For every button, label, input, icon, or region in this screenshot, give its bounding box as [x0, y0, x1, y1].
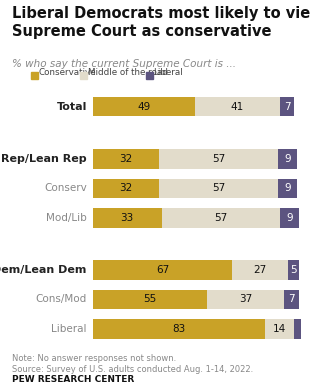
Bar — [195, 97, 280, 116]
Text: Dem/Lean Dem: Dem/Lean Dem — [0, 265, 87, 275]
Text: Total: Total — [56, 101, 87, 111]
Text: 37: 37 — [239, 295, 252, 304]
Text: 32: 32 — [120, 183, 133, 193]
Bar — [278, 178, 297, 198]
Bar — [280, 97, 294, 116]
Bar — [93, 290, 207, 309]
Bar — [207, 290, 284, 309]
Bar — [265, 319, 294, 339]
Text: Conservative: Conservative — [39, 68, 96, 77]
Text: 33: 33 — [121, 213, 134, 223]
Bar — [232, 260, 288, 280]
Bar — [159, 178, 278, 198]
Text: 5: 5 — [290, 265, 297, 275]
Text: 9: 9 — [284, 183, 290, 193]
Text: 9: 9 — [286, 213, 293, 223]
Bar — [93, 178, 159, 198]
Bar — [280, 208, 299, 228]
Text: Mod/Lib: Mod/Lib — [46, 213, 87, 223]
Text: 83: 83 — [173, 324, 186, 334]
Text: 9: 9 — [284, 154, 290, 164]
Text: Middle of the road: Middle of the road — [88, 68, 168, 77]
Text: Liberal: Liberal — [153, 68, 183, 77]
Text: 41: 41 — [231, 101, 244, 111]
Bar — [93, 208, 162, 228]
Text: Note: No answer responses not shown.
Source: Survey of U.S. adults conducted Aug: Note: No answer responses not shown. Sou… — [12, 354, 254, 374]
Text: 7: 7 — [288, 295, 295, 304]
Text: 57: 57 — [212, 154, 225, 164]
Text: Rep/Lean Rep: Rep/Lean Rep — [1, 154, 87, 164]
Bar — [159, 149, 278, 169]
Bar — [294, 319, 301, 339]
Bar — [162, 208, 280, 228]
Text: 57: 57 — [212, 183, 225, 193]
Bar — [93, 149, 159, 169]
Text: Liberal: Liberal — [51, 324, 87, 334]
Text: 67: 67 — [156, 265, 169, 275]
Text: 27: 27 — [254, 265, 267, 275]
Text: Liberal Democrats most likely to view
Supreme Court as conservative: Liberal Democrats most likely to view Su… — [12, 6, 310, 39]
Text: 57: 57 — [214, 213, 227, 223]
Bar — [93, 260, 232, 280]
Bar — [93, 97, 195, 116]
Text: PEW RESEARCH CENTER: PEW RESEARCH CENTER — [12, 375, 135, 383]
Bar — [93, 319, 265, 339]
Text: 14: 14 — [273, 324, 286, 334]
Text: 7: 7 — [284, 101, 290, 111]
Text: Cons/Mod: Cons/Mod — [36, 295, 87, 304]
Bar — [278, 149, 297, 169]
Text: 49: 49 — [137, 101, 151, 111]
Text: 55: 55 — [144, 295, 157, 304]
Bar — [284, 290, 299, 309]
Text: Conserv: Conserv — [44, 183, 87, 193]
Text: 32: 32 — [120, 154, 133, 164]
Bar — [288, 260, 299, 280]
Text: % who say the current Supreme Court is ...: % who say the current Supreme Court is .… — [12, 59, 237, 69]
